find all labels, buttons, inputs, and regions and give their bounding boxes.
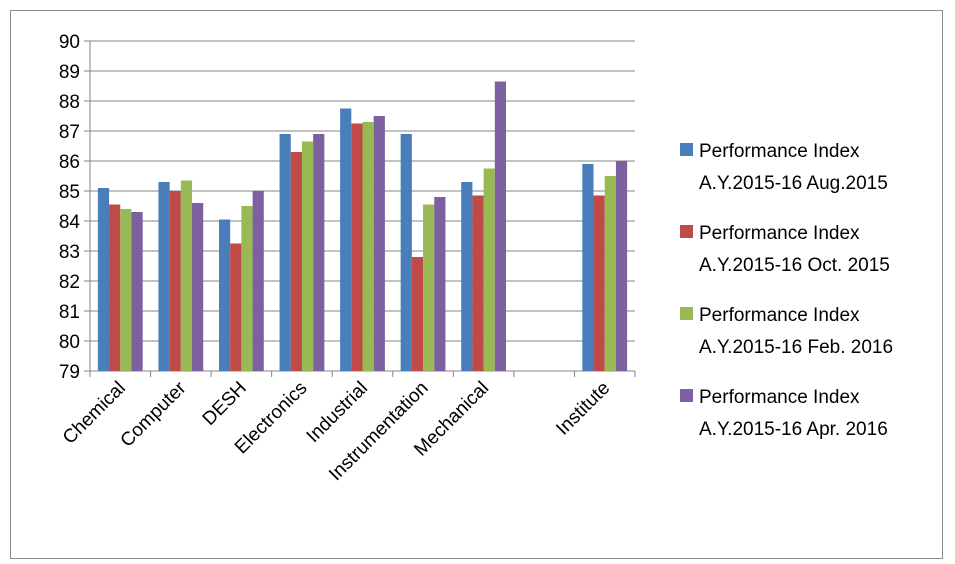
bar bbox=[252, 191, 264, 371]
bar bbox=[169, 191, 181, 371]
legend-swatch bbox=[680, 307, 693, 320]
bar bbox=[109, 204, 121, 371]
legend-layer: Performance Index A.Y.2015-16 Aug.2015 Per… bbox=[680, 141, 893, 440]
bar bbox=[279, 134, 291, 371]
bar bbox=[301, 141, 314, 371]
y-tick-label: 89 bbox=[59, 62, 80, 83]
y-tick-label: 90 bbox=[59, 32, 80, 53]
y-tick-label: 80 bbox=[59, 332, 80, 353]
bar bbox=[158, 182, 170, 371]
bar bbox=[180, 180, 193, 371]
bar bbox=[593, 195, 605, 371]
bar bbox=[290, 152, 302, 371]
y-tick-label: 79 bbox=[59, 362, 80, 383]
bar bbox=[615, 161, 628, 371]
bar bbox=[313, 134, 325, 371]
bar bbox=[362, 122, 374, 371]
bar-layer bbox=[97, 81, 628, 371]
y-tick-label: 88 bbox=[59, 92, 80, 113]
legend-swatch bbox=[680, 143, 693, 156]
bar bbox=[241, 206, 253, 371]
bar bbox=[434, 197, 446, 371]
bar bbox=[97, 188, 110, 371]
legend-label: A.Y.2015-16 Aug.2015 bbox=[699, 173, 888, 194]
bar bbox=[340, 108, 352, 371]
y-tick-label: 81 bbox=[59, 302, 80, 323]
legend-label: A.Y.2015-16 Apr. 2016 bbox=[699, 419, 888, 440]
legend-swatch bbox=[680, 389, 693, 402]
y-tick-label: 82 bbox=[59, 272, 80, 293]
bar bbox=[461, 182, 473, 371]
y-tick-label: 84 bbox=[59, 212, 81, 233]
y-tick-label: 85 bbox=[59, 182, 80, 203]
bar bbox=[400, 134, 412, 371]
x-category-label: Computer bbox=[117, 377, 191, 451]
legend-label: Performance Index bbox=[699, 387, 860, 408]
bar bbox=[604, 176, 616, 371]
y-tick-label: 86 bbox=[59, 152, 80, 173]
bar bbox=[423, 204, 435, 371]
legend-label: Performance Index bbox=[699, 223, 860, 244]
bar bbox=[351, 123, 363, 371]
legend-label: A.Y.2015-16 Oct. 2015 bbox=[699, 255, 890, 276]
x-category-label: Institute bbox=[552, 378, 614, 440]
x-category-label: DESH bbox=[199, 378, 251, 430]
legend-label: A.Y.2015-16 Feb. 2016 bbox=[699, 337, 893, 358]
bar bbox=[483, 168, 495, 371]
bar bbox=[131, 212, 143, 371]
bar bbox=[230, 243, 242, 371]
legend-label: Performance Index bbox=[699, 305, 860, 326]
legend-label: Performance Index bbox=[699, 141, 860, 162]
bar bbox=[120, 209, 132, 371]
bar bbox=[494, 81, 507, 371]
y-tick-label: 87 bbox=[59, 122, 80, 143]
bar bbox=[472, 195, 484, 371]
y-tick-label: 83 bbox=[59, 242, 80, 263]
bar bbox=[218, 219, 231, 371]
bar bbox=[192, 203, 204, 371]
bar bbox=[582, 164, 594, 371]
legend-swatch bbox=[680, 225, 693, 238]
bar bbox=[373, 116, 385, 371]
bar bbox=[411, 257, 424, 371]
